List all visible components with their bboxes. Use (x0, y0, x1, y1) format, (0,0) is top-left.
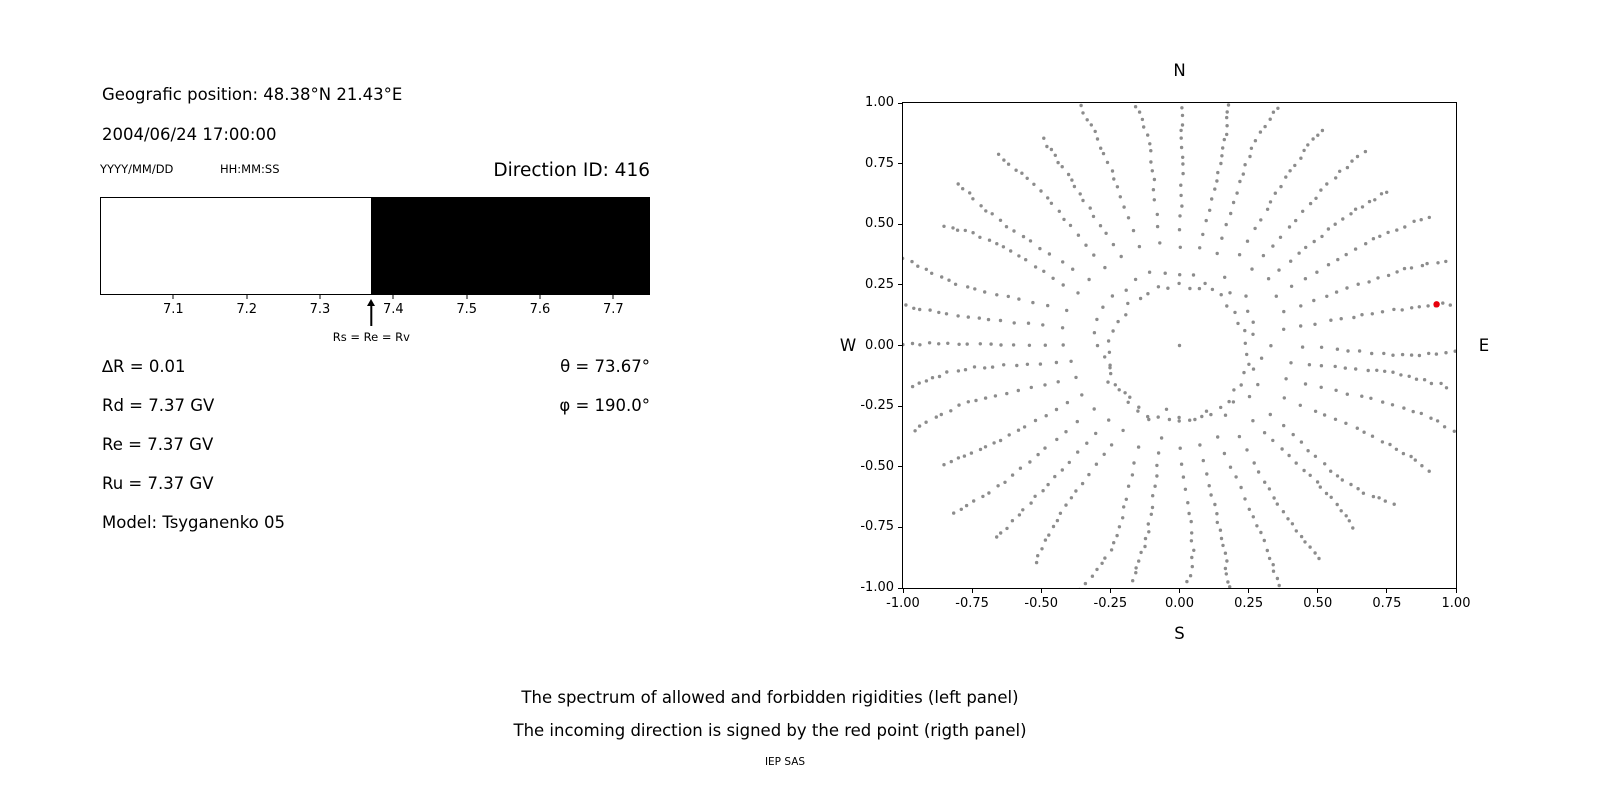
param-re: Re = 7.37 GV (102, 435, 214, 454)
x-tick-mark (1317, 589, 1319, 593)
spectrum-x-tick-mark (466, 295, 468, 299)
y-tick-mark (898, 223, 902, 225)
y-tick-label: -0.75 (860, 519, 894, 535)
x-tick-label: -0.75 (955, 596, 989, 611)
spectrum-x-tick-label: 7.3 (309, 302, 331, 317)
x-tick-label: 0.00 (1165, 596, 1194, 611)
y-tick-mark (898, 163, 902, 165)
y-tick-mark (898, 345, 902, 346)
x-tick-mark (1248, 589, 1250, 593)
x-tick-mark (1179, 589, 1180, 593)
x-tick-mark (902, 589, 904, 593)
y-tick-mark (898, 526, 902, 528)
date-format-label: YYYY/MM/DD (100, 162, 174, 176)
x-tick-label: -0.25 (1093, 596, 1128, 611)
x-tick-mark (1040, 589, 1042, 593)
rigidity-spectrum-panel: Geografic position: 48.38°N 21.43°E 2004… (100, 0, 650, 560)
x-tick-mark (1455, 589, 1457, 593)
caption-line-1: The spectrum of allowed and forbidden ri… (521, 688, 1019, 707)
y-tick-label: 0.75 (865, 155, 894, 171)
spectrum-x-tick-label: 7.5 (456, 302, 477, 317)
x-tick-mark (971, 589, 973, 593)
x-tick-label: -0.50 (1024, 596, 1059, 611)
y-tick-label: -1.00 (860, 580, 894, 595)
caption-line-2: The incoming direction is signed by the … (513, 721, 1027, 740)
spectrum-x-tick-label: 7.4 (382, 302, 404, 317)
spectrum-x-tick-mark (319, 295, 321, 299)
compass-north-label: N (1173, 61, 1186, 80)
spectrum-x-tick-label: 7.6 (529, 302, 551, 317)
y-tick-mark (898, 587, 902, 589)
y-tick-mark (898, 102, 902, 104)
compass-south-label: S (1174, 624, 1185, 643)
direction-dots (903, 103, 1456, 588)
red-point-incoming-direction (1433, 301, 1440, 308)
y-tick-mark (898, 466, 902, 468)
x-tick-label: -1.00 (886, 596, 920, 611)
y-tick-label: -0.50 (860, 458, 894, 474)
spectrum-x-tick-mark (612, 295, 614, 299)
y-tick-label: 0.25 (865, 276, 894, 292)
direction-scatter-svg (903, 103, 1456, 588)
y-tick-mark (898, 284, 902, 286)
y-tick-label: 0.00 (865, 337, 894, 353)
param-theta: θ = 73.67° (560, 357, 650, 376)
direction-id: Direction ID: 416 (493, 160, 650, 181)
param-model: Model: Tsyganenko 05 (102, 513, 286, 532)
spectrum-x-tick-label: 7.1 (162, 302, 184, 317)
compass-east-label: E (1478, 336, 1490, 355)
x-tick-label: 0.75 (1372, 596, 1402, 611)
datetime: 2004/06/24 17:00:00 (102, 125, 277, 144)
param-ru: Ru = 7.37 GV (102, 474, 214, 493)
spectrum-x-tick-mark (246, 295, 248, 299)
x-tick-label: 0.25 (1234, 596, 1264, 611)
param-rd: Rd = 7.37 GV (102, 396, 215, 415)
spectrum-x-tick-label: 7.7 (602, 302, 624, 317)
spectrum-region-allowed (101, 198, 372, 294)
compass-west-label: W (839, 336, 857, 355)
x-tick-mark (1386, 589, 1388, 593)
spectrum-x-tick-label: 7.2 (236, 302, 257, 317)
x-tick-mark (1109, 589, 1111, 593)
cutoff-arrow-label: Rs = Re = Rv (332, 330, 410, 344)
x-tick-label: 0.50 (1303, 596, 1333, 611)
y-tick-label: -0.25 (860, 398, 894, 414)
time-format-label: HH:MM:SS (220, 162, 280, 176)
spectrum-x-tick-mark (539, 295, 541, 299)
y-tick-mark (898, 405, 902, 407)
direction-plot-area (902, 102, 1457, 589)
spectrum-region-forbidden (371, 198, 649, 294)
spectrum-plot (100, 197, 650, 295)
credit-label: IEP SAS (764, 756, 806, 768)
y-tick-label: 0.50 (865, 216, 894, 232)
cutoff-arrow-line (370, 306, 373, 326)
spectrum-x-tick-mark (172, 295, 174, 299)
param-phi: φ = 190.0° (559, 396, 650, 415)
cutoff-arrow-head (367, 299, 376, 306)
x-tick-label: 1.00 (1441, 596, 1471, 611)
geographic-position: Geografic position: 48.38°N 21.43°E (102, 85, 403, 104)
spectrum-x-axis: 7.1 7.2 7.3 7.4 7.5 7.6 7.7 (100, 295, 650, 325)
y-tick-label: 1.00 (865, 95, 894, 110)
param-delta-r: ∆R = 0.01 (102, 357, 186, 376)
spectrum-x-tick-mark (392, 295, 394, 299)
